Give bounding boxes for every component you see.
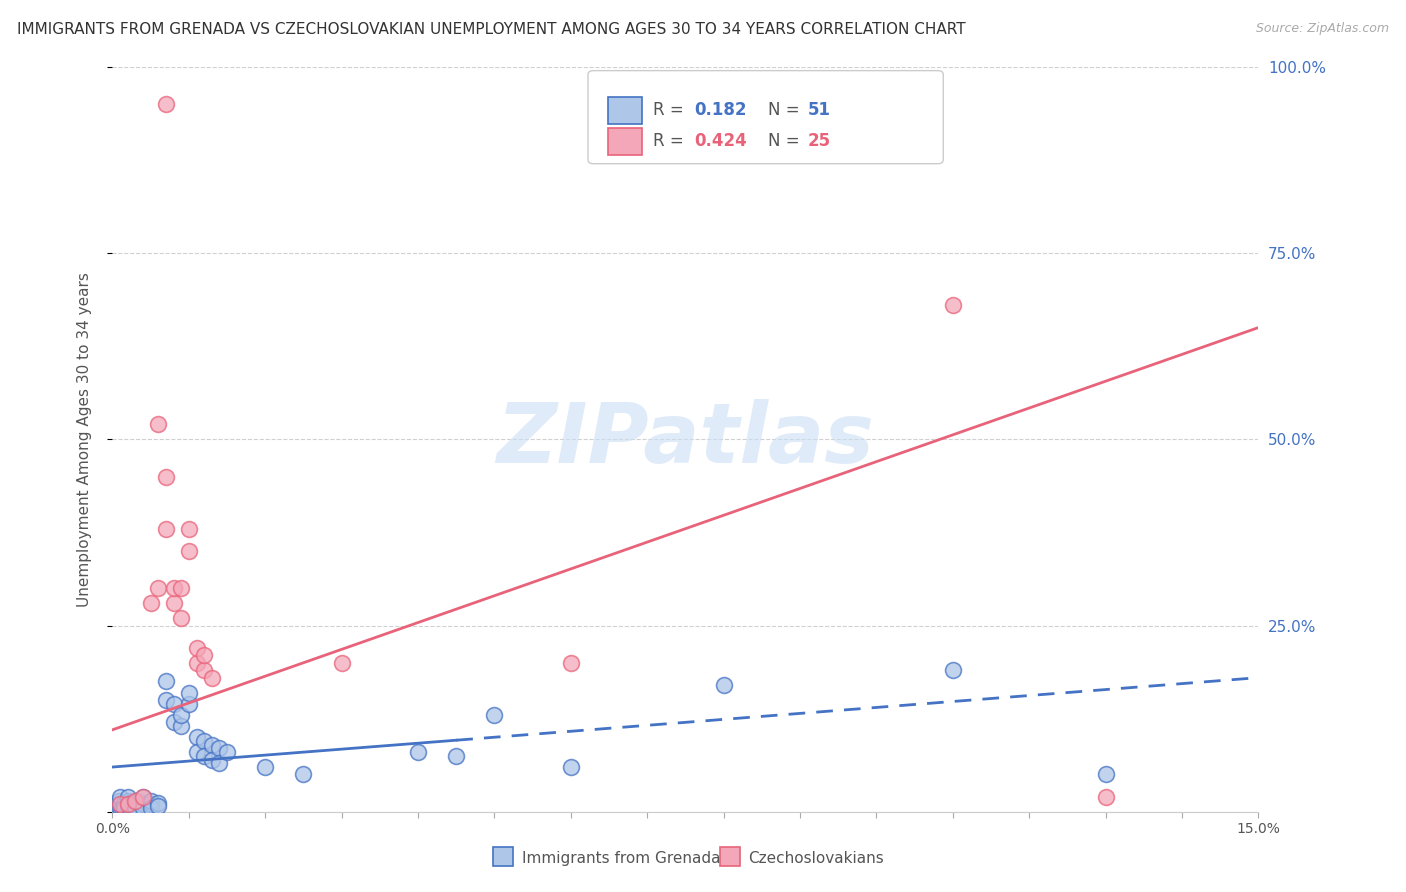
Point (155, 693, 177, 707)
Point (124, 796, 146, 810)
Point (193, 648, 215, 663)
Point (139, 596, 162, 610)
Point (560, 760, 582, 774)
Point (177, 544, 200, 558)
Point (148, 417, 170, 432)
Text: ZIPatlas: ZIPatlas (496, 399, 875, 480)
Point (186, 730, 208, 744)
Point (148, 582, 170, 596)
Point (117, 789, 139, 804)
Point (162, 715, 184, 730)
Point (139, 793, 162, 807)
Point (108, 801, 131, 815)
Point (170, 582, 193, 596)
Point (217, 745, 239, 759)
Point (201, 671, 224, 685)
Point (444, 748, 467, 763)
Point (170, 611, 193, 625)
Point (107, 793, 129, 807)
Point (108, 797, 131, 812)
Point (117, 797, 139, 812)
Text: 51: 51 (808, 102, 831, 120)
Point (942, 663, 965, 677)
Point (155, 522, 177, 536)
Point (713, 678, 735, 692)
Point (132, 789, 155, 804)
Point (208, 741, 231, 756)
Text: R =: R = (654, 132, 689, 150)
Point (117, 793, 139, 807)
Text: 25: 25 (808, 132, 831, 150)
FancyBboxPatch shape (607, 128, 643, 154)
Point (132, 797, 155, 812)
Point (105, 797, 128, 812)
FancyBboxPatch shape (607, 97, 643, 124)
Text: R =: R = (654, 102, 689, 120)
Text: IMMIGRANTS FROM GRENADA VS CZECHOSLOVAKIAN UNEMPLOYMENT AMONG AGES 30 TO 34 YEAR: IMMIGRANTS FROM GRENADA VS CZECHOSLOVAKI… (17, 22, 966, 37)
Point (148, 798, 170, 813)
Point (139, 801, 162, 815)
Point (125, 793, 148, 807)
Point (170, 707, 193, 722)
Text: N =: N = (768, 102, 804, 120)
Text: N =: N = (768, 132, 804, 150)
Point (124, 801, 146, 815)
Point (1094, 789, 1116, 804)
Point (942, 298, 965, 312)
Point (139, 797, 162, 812)
Point (186, 745, 208, 759)
Point (112, 801, 135, 815)
Point (132, 789, 155, 804)
Point (162, 596, 184, 610)
FancyBboxPatch shape (588, 70, 943, 164)
Point (148, 796, 170, 810)
Point (193, 734, 215, 748)
Point (193, 663, 215, 677)
Text: Source: ZipAtlas.com: Source: ZipAtlas.com (1256, 22, 1389, 36)
Point (155, 674, 177, 689)
Point (406, 745, 429, 759)
Point (330, 656, 353, 670)
Y-axis label: Unemployment Among Ages 30 to 34 years: Unemployment Among Ages 30 to 34 years (77, 272, 91, 607)
Point (292, 767, 315, 781)
Point (177, 522, 200, 536)
Point (117, 798, 139, 813)
Point (201, 738, 224, 752)
Point (105, 801, 128, 815)
Point (201, 753, 224, 767)
Text: Czechoslovakians: Czechoslovakians (748, 851, 884, 865)
Point (111, 801, 134, 815)
Point (162, 697, 184, 711)
Point (108, 797, 131, 812)
Point (193, 748, 215, 763)
Point (132, 801, 155, 815)
Point (177, 697, 200, 711)
Point (208, 756, 231, 771)
Point (155, 97, 177, 112)
Point (108, 789, 131, 804)
Point (560, 656, 582, 670)
Point (124, 798, 146, 813)
Point (170, 719, 193, 733)
Text: 0.424: 0.424 (695, 132, 748, 150)
Point (186, 640, 208, 655)
Point (177, 685, 200, 699)
Point (1094, 767, 1116, 781)
Point (118, 797, 141, 812)
Point (112, 797, 135, 812)
Text: 0.182: 0.182 (695, 102, 747, 120)
Point (155, 469, 177, 483)
Point (186, 656, 208, 670)
Point (254, 760, 277, 774)
Point (162, 582, 184, 596)
Point (124, 793, 146, 807)
Point (484, 707, 506, 722)
Text: Immigrants from Grenada: Immigrants from Grenada (522, 851, 720, 865)
